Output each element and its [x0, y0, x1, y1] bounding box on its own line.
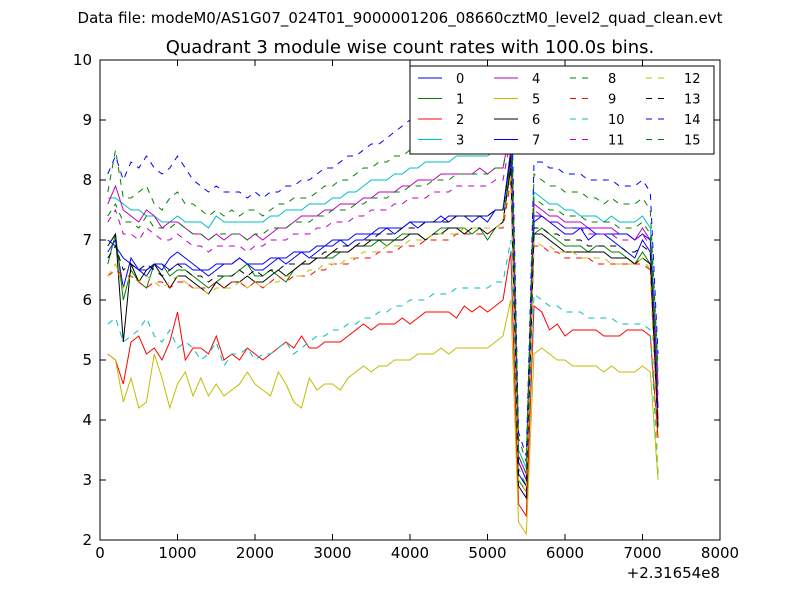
y-tick-label: 10 — [73, 51, 92, 69]
x-tick-label: 8000 — [701, 544, 739, 562]
legend-label-11: 11 — [608, 134, 625, 149]
y-tick-label: 3 — [82, 471, 92, 489]
legend-label-12: 12 — [684, 72, 701, 87]
x-tick-label: 2000 — [236, 544, 274, 562]
series-line-0 — [107, 155, 659, 481]
y-tick-label: 4 — [82, 411, 92, 429]
series-lines — [107, 65, 659, 536]
series-line-2 — [107, 251, 659, 518]
legend-label-2: 2 — [456, 113, 464, 128]
series-line-4 — [107, 125, 659, 475]
legend-label-15: 15 — [684, 134, 701, 149]
series-line-5 — [107, 299, 659, 536]
chart-supertitle: Data file: modeM0/AS1G07_024T01_90000012… — [77, 9, 723, 27]
series-line-3 — [107, 101, 659, 469]
legend-label-7: 7 — [532, 134, 540, 149]
y-tick-label: 9 — [82, 111, 92, 129]
x-tick-label: 0 — [95, 544, 105, 562]
legend-label-13: 13 — [684, 93, 701, 108]
series-line-6 — [107, 167, 659, 500]
y-tick-label: 7 — [82, 231, 92, 249]
series-line-15 — [107, 125, 659, 475]
series-line-9 — [107, 179, 659, 494]
legend-label-4: 4 — [532, 72, 540, 87]
x-tick-label: 6000 — [546, 544, 584, 562]
y-tick-label: 6 — [82, 291, 92, 309]
x-tick-label: 7000 — [623, 544, 661, 562]
y-tick-label: 8 — [82, 171, 92, 189]
legend-label-9: 9 — [608, 93, 616, 108]
axes: 0 1000 2000 3000 4000 5000 6000 7000 8000 2 3 4 5 6 7 8… — [73, 51, 739, 562]
x-tick-label: 5000 — [468, 544, 506, 562]
legend-label-1: 1 — [456, 93, 464, 108]
legend-label-5: 5 — [532, 93, 540, 108]
series-line-1 — [107, 161, 659, 494]
legend-label-0: 0 — [456, 72, 464, 87]
y-tick-label: 2 — [82, 531, 92, 549]
legend-label-3: 3 — [456, 134, 464, 149]
legend-label-14: 14 — [684, 113, 701, 128]
y-tick-label: 5 — [82, 351, 92, 369]
x-axis-offset-label: +2.31654e8 — [627, 564, 720, 582]
series-line-11 — [107, 137, 659, 481]
x-tick-label: 1000 — [158, 544, 196, 562]
legend-label-6: 6 — [532, 113, 540, 128]
series-line-14 — [107, 65, 659, 457]
series-line-13 — [107, 155, 659, 488]
legend-label-10: 10 — [608, 113, 625, 128]
legend-label-8: 8 — [608, 72, 616, 87]
series-line-7 — [107, 149, 659, 488]
x-tick-label: 3000 — [313, 544, 351, 562]
x-tick-label: 4000 — [391, 544, 429, 562]
series-line-10 — [107, 239, 659, 487]
chart-title: Quadrant 3 module wise count rates with … — [165, 37, 655, 58]
